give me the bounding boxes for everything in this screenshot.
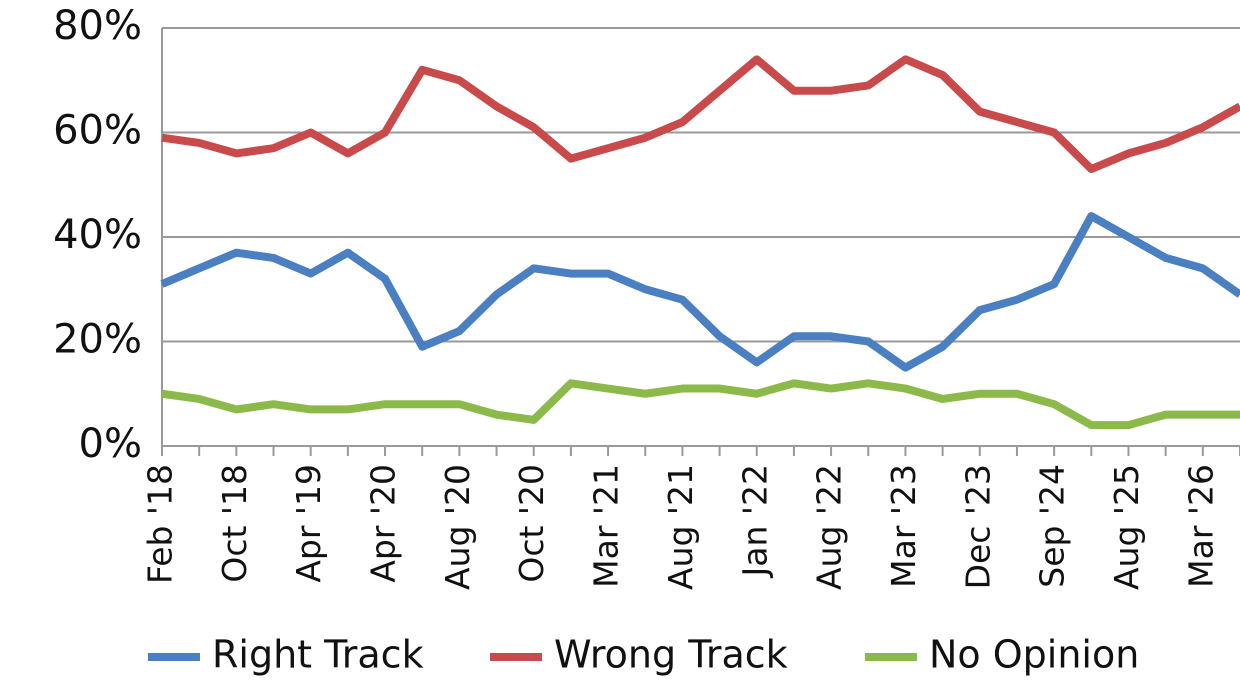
- y-tick-label: 60%: [53, 108, 142, 154]
- x-tick-label: Mar '26: [1181, 464, 1220, 588]
- x-tick-label: Apr '19: [289, 464, 328, 583]
- x-tick-label: Mar '23: [884, 464, 923, 588]
- y-tick-label: 80%: [53, 3, 142, 49]
- x-tick-label: Aug '21: [661, 464, 700, 590]
- x-tick-label: Oct '20: [512, 464, 551, 583]
- series-line: [161, 379, 1240, 430]
- legend-label: Right Track: [212, 633, 424, 677]
- y-tick-label: 20%: [53, 317, 142, 363]
- x-tick-label: Feb '18: [141, 464, 180, 584]
- x-tick-label: Oct '18: [215, 464, 254, 583]
- series-line: [160, 212, 1240, 372]
- x-tick-label: Mar '21: [587, 464, 626, 588]
- x-tick-label: Aug '25: [1107, 464, 1146, 590]
- x-tick-label: Sep '24: [1033, 464, 1072, 588]
- legend-label: Wrong Track: [554, 633, 788, 677]
- x-tick-label: Aug '22: [810, 464, 849, 590]
- x-tick-label: Apr '20: [364, 464, 403, 583]
- legend-label: No Opinion: [929, 633, 1139, 677]
- x-tick-label: Dec '23: [958, 464, 997, 589]
- y-tick-label: 0%: [79, 421, 142, 467]
- x-tick-label: Aug '20: [438, 464, 477, 590]
- series-line: [161, 55, 1240, 174]
- y-tick-label: 40%: [53, 212, 142, 258]
- x-tick-label: Jan '22: [735, 464, 774, 578]
